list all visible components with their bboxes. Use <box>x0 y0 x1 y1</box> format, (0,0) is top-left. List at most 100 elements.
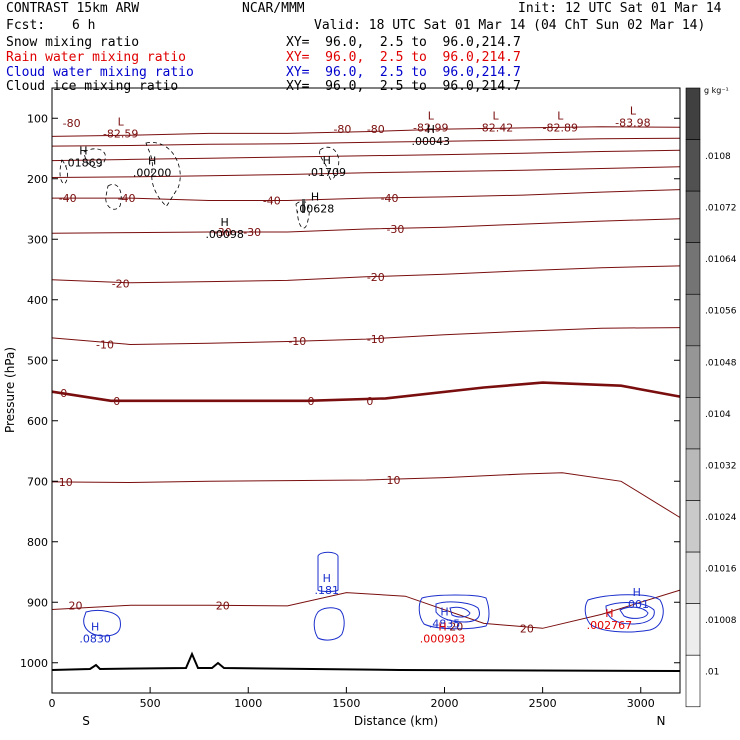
colorbar-label: .0104 <box>705 410 731 420</box>
colorbar-label: .01 <box>705 668 719 678</box>
extremum-marker: L <box>557 109 564 122</box>
isotherm--70 <box>51 137 681 147</box>
extremum-value: .181 <box>315 584 340 597</box>
y-tick-label: 500 <box>27 354 48 367</box>
terrain-line <box>51 651 681 672</box>
field-name-cloud-water: Cloud water mixing ratio <box>6 65 194 80</box>
isotherm-label: -20 <box>112 277 130 290</box>
x-tick-label: 0 <box>49 697 56 710</box>
cloud-water-contour <box>605 602 655 625</box>
isotherm-label: -40 <box>118 192 136 205</box>
contour-labels: -80 -80 -80 -40 -40 -40 -40 -30 -30 -30 -20 -20 -10 -… <box>59 104 651 645</box>
extremum-marker: L <box>492 109 499 122</box>
isotherm-label: -10 <box>367 333 385 346</box>
colorbar-label: .01064 <box>705 255 737 265</box>
isotherm-label: 10 <box>59 476 73 489</box>
extremum-marker: H <box>440 605 448 618</box>
org-label: NCAR/MMM <box>242 1 305 16</box>
field-xy-snow: XY= 96.0, 2.5 to 96.0,214.7 <box>286 35 521 50</box>
cloud-water-contour <box>619 606 649 619</box>
south-label: S <box>82 714 90 728</box>
y-tick-label: 200 <box>27 173 48 186</box>
y-tick-label: 400 <box>27 294 48 307</box>
cloud-water-contour <box>83 609 121 637</box>
isotherm-label: -80 <box>63 117 81 130</box>
isotherm--40 <box>52 189 681 201</box>
isotherm-10 <box>51 472 681 518</box>
isotherm-label: 20 <box>216 599 230 612</box>
extremum-value: .4835 <box>429 617 461 630</box>
extremum-marker: L <box>428 109 435 122</box>
isotherm-label: 0 <box>113 395 120 408</box>
extremum-value: .000903 <box>420 633 466 646</box>
extremum-value: .01869 <box>64 156 103 169</box>
isotherm-label: 10 <box>386 474 400 487</box>
extremum-value: .00200 <box>133 167 172 180</box>
field-xy-cloud-water: XY= 96.0, 2.5 to 96.0,214.7 <box>286 65 521 80</box>
north-label: N <box>657 714 666 728</box>
y-tick-label: 600 <box>27 415 48 428</box>
colorbar-swatch <box>685 242 701 295</box>
colorbar-label: .01072 <box>705 204 737 214</box>
colorbar-label: .0108 <box>705 152 731 162</box>
y-tick-label: 300 <box>27 233 48 246</box>
extremum-marker: H <box>427 123 435 136</box>
isotherm--60 <box>51 149 681 162</box>
isotherm-label: 0 <box>60 387 67 400</box>
colorbar-label: .01016 <box>705 565 737 575</box>
cloud-ice-contour <box>83 148 106 168</box>
isotherm-label: -80 <box>367 123 385 136</box>
extremum-value: .0830 <box>79 633 111 646</box>
y-axis-label: Pressure (hPa) <box>3 347 17 433</box>
isotherm-label: -10 <box>96 339 114 352</box>
extremum-marker: H <box>605 607 613 620</box>
y-tick-label: 900 <box>27 596 48 609</box>
colorbar-swatch <box>685 397 701 450</box>
isotherm-label: 20 <box>69 599 83 612</box>
isotherm-lines <box>51 126 681 629</box>
field-xy-rain: XY= 96.0, 2.5 to 96.0,214.7 <box>286 50 521 65</box>
y-tick-label: 800 <box>27 536 48 549</box>
isotherm-label: -30 <box>243 226 261 239</box>
colorbar-label: .01056 <box>705 307 737 317</box>
colorbar-swatch <box>685 345 701 398</box>
colorbar-swatch <box>685 87 701 140</box>
isotherm-label: -10 <box>288 335 306 348</box>
cloud-water-contour <box>313 607 345 641</box>
extremum-value: .00043 <box>412 135 451 148</box>
cloud-ice-contour <box>59 159 68 185</box>
isotherm--30 <box>51 218 681 234</box>
extremum-marker: H <box>323 154 331 167</box>
isotherm-label: 20 <box>520 622 534 635</box>
extremum-marker: H <box>91 621 99 634</box>
cloud-water-contour <box>435 601 480 623</box>
field-name-cloud-ice: Cloud ice mixing ratio <box>6 79 179 94</box>
colorbar-swatch <box>685 190 701 243</box>
y-tick-label: 700 <box>27 475 48 488</box>
colorbar: .0108 .01072 .01064 .01056 .01048 .0104 .01032… <box>685 86 737 708</box>
x-tick-label: 500 <box>140 697 161 710</box>
field-name-rain: Rain water mixing ratio <box>6 50 187 65</box>
extremum-value: .001 <box>625 598 650 611</box>
extremum-value: -83.98 <box>615 116 650 129</box>
isotherm--50 <box>51 166 681 178</box>
extremum-value: -82.42 <box>478 121 513 134</box>
colorbar-swatch <box>685 293 701 347</box>
model-title: CONTRAST 15km ARW <box>6 1 140 16</box>
extremum-marker: H <box>323 572 331 585</box>
fcst-label: Fcst: <box>6 18 46 33</box>
extremum-marker: H <box>148 155 156 168</box>
isotherm-label: -40 <box>59 192 77 205</box>
extremum-marker: H <box>311 190 319 203</box>
isotherm-label: -40 <box>263 195 281 208</box>
isotherm-label: -40 <box>381 192 399 205</box>
extremum-value: .00098 <box>205 228 244 241</box>
extremum-marker: H <box>79 144 87 157</box>
isotherm-label: -80 <box>333 123 351 136</box>
field-name-snow: Snow mixing ratio <box>6 35 140 50</box>
extremum-value: .01709 <box>308 166 347 179</box>
colorbar-label: .01032 <box>705 461 737 471</box>
y-tick-label: 1000 <box>20 657 48 670</box>
